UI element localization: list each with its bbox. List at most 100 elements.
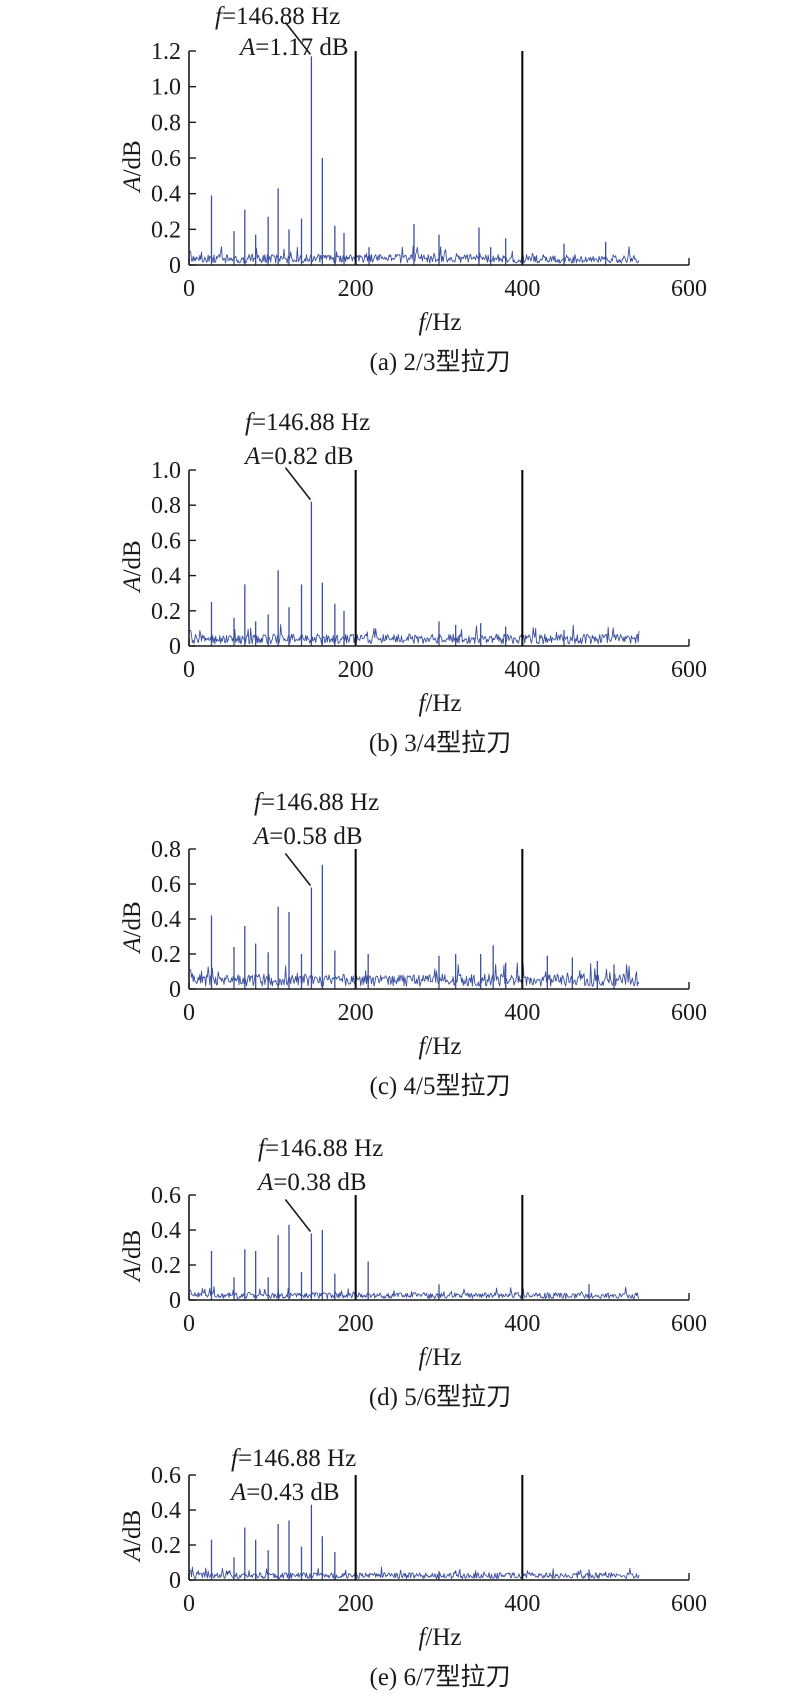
- peak-frequency-annotation: f=146.88 Hz: [254, 789, 379, 816]
- y-axis-symbol: A: [119, 576, 146, 594]
- amplitude-value: =0.43 dB: [246, 1479, 339, 1506]
- peak-amplitude-annotation: A=0.38 dB: [256, 1169, 367, 1196]
- x-axis-label: f/Hz: [418, 1624, 461, 1651]
- spectrum-trace: [189, 1286, 640, 1300]
- x-tick-label: 400: [504, 657, 540, 683]
- annotation-leader-line: [284, 467, 312, 501]
- x-tick-label: 600: [671, 1000, 707, 1026]
- x-tick-label: 200: [338, 276, 374, 302]
- x-axis-symbol: f: [418, 309, 428, 336]
- x-axis-label: f/Hz: [418, 690, 461, 717]
- panel-caption: (d) 5/6型拉刀: [369, 1383, 511, 1411]
- x-tick-label: 0: [183, 1591, 195, 1617]
- y-tick-label: 0: [169, 977, 181, 1003]
- y-tick-label: 0.4: [151, 907, 181, 933]
- peak-amplitude-annotation: A=0.82 dB: [243, 443, 354, 470]
- y-tick-label: 0: [169, 634, 181, 660]
- panel-caption: (e) 6/7型拉刀: [370, 1663, 511, 1691]
- x-tick-label: 400: [504, 276, 540, 302]
- y-tick-label: 0.2: [151, 217, 181, 243]
- peak-amplitude-annotation: A=0.43 dB: [229, 1479, 340, 1506]
- y-axis-label: A/dB: [119, 540, 146, 593]
- y-axis-symbol: A: [119, 176, 146, 194]
- peak-amplitude-annotation: A=1.17 dB: [238, 34, 349, 61]
- amplitude-symbol: A: [238, 34, 256, 61]
- y-axis-unit: /dB: [119, 901, 146, 937]
- x-tick-label: 200: [338, 1000, 374, 1026]
- amplitude-symbol: A: [229, 1479, 247, 1506]
- frequency-symbol: f: [258, 1135, 268, 1162]
- amplitude-value: =0.38 dB: [273, 1169, 366, 1196]
- frequency-value: =146.88 Hz: [238, 1445, 356, 1472]
- panel-caption: (b) 3/4型拉刀: [369, 729, 511, 757]
- amplitude-value: =0.58 dB: [269, 823, 362, 850]
- y-tick-label: 0: [169, 1568, 181, 1594]
- x-tick-label: 0: [183, 1000, 195, 1026]
- x-tick-label: 600: [671, 1591, 707, 1617]
- frequency-value: =146.88 Hz: [222, 3, 340, 30]
- x-axis-symbol: f: [418, 1344, 428, 1371]
- y-tick-label: 0: [169, 1288, 181, 1314]
- y-tick-label: 0.8: [151, 110, 181, 136]
- x-axis-unit: /Hz: [425, 1624, 461, 1651]
- frequency-value: =146.88 Hz: [261, 789, 379, 816]
- amplitude-symbol: A: [252, 823, 270, 850]
- x-tick-label: 200: [338, 1591, 374, 1617]
- frequency-symbol: f: [215, 3, 225, 30]
- y-axis-symbol: A: [119, 1265, 146, 1283]
- y-tick-label: 0.4: [151, 564, 181, 590]
- x-tick-label: 400: [504, 1591, 540, 1617]
- annotation-leader-line: [284, 21, 312, 55]
- frequency-symbol: f: [245, 409, 255, 436]
- x-tick-label: 200: [338, 657, 374, 683]
- frequency-value: =146.88 Hz: [252, 409, 370, 436]
- y-axis-unit: /dB: [119, 1510, 146, 1546]
- y-axis-symbol: A: [119, 937, 146, 955]
- y-tick-label: 0.8: [151, 837, 181, 863]
- y-tick-label: 0.6: [151, 1463, 181, 1489]
- y-tick-label: 0.6: [151, 1183, 181, 1209]
- y-axis-unit: /dB: [119, 540, 146, 576]
- panel-caption: (c) 4/5型拉刀: [370, 1072, 511, 1100]
- x-tick-label: 600: [671, 276, 707, 302]
- x-tick-label: 0: [183, 1311, 195, 1337]
- y-tick-label: 0: [169, 253, 181, 279]
- x-axis-label: f/Hz: [418, 1344, 461, 1371]
- x-tick-label: 0: [183, 276, 195, 302]
- y-axis-label: A/dB: [119, 901, 146, 954]
- y-axis-label: A/dB: [119, 1230, 146, 1283]
- peak-frequency-annotation: f=146.88 Hz: [258, 1135, 383, 1162]
- y-tick-label: 0.6: [151, 528, 181, 554]
- y-tick-label: 0.2: [151, 599, 181, 625]
- y-tick-label: 0.6: [151, 872, 181, 898]
- y-tick-label: 0.4: [151, 1498, 181, 1524]
- amplitude-symbol: A: [243, 443, 261, 470]
- x-axis-symbol: f: [418, 690, 428, 717]
- peak-frequency-annotation: f=146.88 Hz: [231, 1445, 356, 1472]
- x-axis-symbol: f: [418, 1033, 428, 1060]
- x-tick-label: 400: [504, 1000, 540, 1026]
- spectrum-panel: 0 0.2 0.4 0.6 0.8 1.0 1.2 0 200 400 600 f/Hz A/dB (a)…: [119, 3, 707, 376]
- x-axis-unit: /Hz: [425, 1033, 461, 1060]
- x-axis-label: f/Hz: [418, 309, 461, 336]
- amplitude-symbol: A: [256, 1169, 274, 1196]
- y-tick-label: 0.2: [151, 1533, 181, 1559]
- y-tick-label: 0.4: [151, 182, 181, 208]
- frequency-value: =146.88 Hz: [265, 1135, 383, 1162]
- x-axis-symbol: f: [418, 1624, 428, 1651]
- x-tick-label: 600: [671, 657, 707, 683]
- x-tick-label: 0: [183, 657, 195, 683]
- y-axis-symbol: A: [119, 1545, 146, 1563]
- y-tick-label: 0.8: [151, 493, 181, 519]
- x-axis-unit: /Hz: [425, 690, 461, 717]
- x-tick-label: 400: [504, 1311, 540, 1337]
- frequency-symbol: f: [231, 1445, 241, 1472]
- annotation-leader-line: [284, 853, 312, 886]
- spectrum-trace: [189, 1566, 640, 1580]
- y-axis-label: A/dB: [119, 140, 146, 193]
- x-axis-unit: /Hz: [425, 309, 461, 336]
- y-tick-label: 1.0: [151, 458, 181, 484]
